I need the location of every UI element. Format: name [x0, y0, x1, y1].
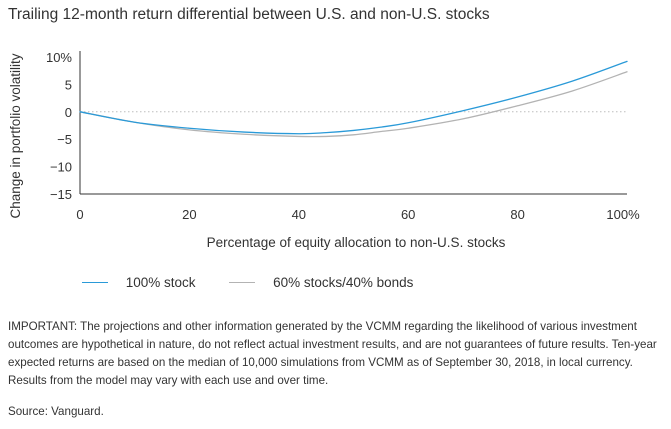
source-note: Source: Vanguard. [8, 405, 104, 418]
legend-swatch-60-40 [229, 282, 256, 284]
chart-legend: 100% stock 60% stocks/40% bonds [82, 274, 443, 290]
x-tick-label: 0 [76, 207, 83, 222]
y-tick-label: 10% [46, 50, 72, 65]
legend-label-100-stock: 100% stock [125, 275, 196, 291]
y-tick-label: 5 [65, 77, 72, 92]
legend-item-100-stock: 100% stock [82, 274, 196, 290]
series-lines [79, 60, 628, 138]
x-tick-label: 20 [182, 207, 196, 222]
legend-item-60-40: 60% stocks/40% bonds [229, 274, 413, 290]
x-tick-label: 100% [606, 207, 640, 222]
tick-labels: 10% 5 0 −5 −10 −15 0 20 40 60 80 100% [46, 50, 640, 222]
x-tick-label: 80 [510, 207, 524, 222]
legend-swatch-100-stock [82, 282, 108, 284]
y-axis-title: Change in portfolio volatility [8, 53, 23, 218]
series-line-60-40 [79, 71, 628, 138]
chart-title: Trailing 12-month return differential be… [8, 6, 490, 23]
legend-label-60-40: 60% stocks/40% bonds [273, 275, 414, 291]
y-tick-label: 0 [65, 105, 72, 120]
series-line-100-stock [79, 60, 628, 135]
y-tick-label: −5 [57, 132, 72, 147]
x-tick-label: 40 [292, 207, 306, 222]
x-axis-title: Percentage of equity allocation to non-U… [207, 235, 506, 250]
important-note: IMPORTANT: The projections and other inf… [8, 320, 657, 387]
line-chart: 10% 5 0 −5 −10 −15 0 20 40 60 80 100% Change in por… [8, 50, 640, 250]
y-tick-label: −10 [50, 160, 72, 175]
axes [79, 51, 627, 195]
x-tick-label: 60 [401, 207, 415, 222]
y-tick-label: −15 [50, 187, 72, 202]
